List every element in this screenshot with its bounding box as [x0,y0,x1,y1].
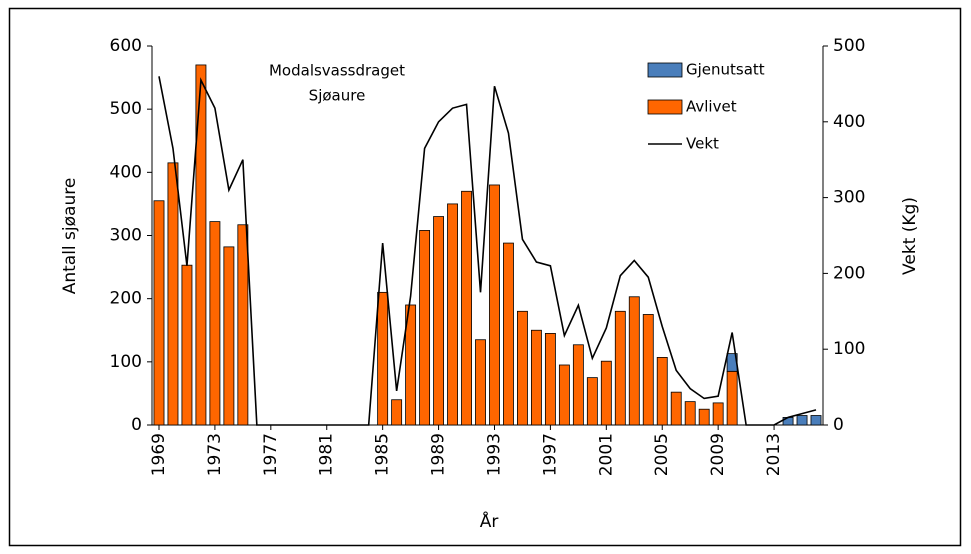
bar [503,242,514,426]
bar [181,264,193,426]
x-tick-label: 1981 [317,433,337,476]
x-tick-label: 1985 [373,433,393,476]
bar [517,310,528,426]
x-tick-label: 1997 [540,433,560,476]
bar [810,415,822,426]
y-tick-label: 200 [110,289,142,309]
bar [405,304,417,426]
y2-tick-label: 100 [833,339,865,359]
bar [461,190,472,426]
x-tick-label: 2009 [708,433,728,476]
y2-tick-label: 400 [833,112,865,132]
annotation: Modalsvassdraget [269,62,405,80]
bar [209,221,221,426]
y-tick-label: 500 [110,99,142,119]
bar [796,415,808,426]
y2-tick-label: 500 [833,36,865,56]
bar [419,230,431,426]
annotation: Sjøaure [309,87,366,105]
bar [530,329,542,426]
x-tick-label: 1993 [484,433,504,476]
legend-label: Gjenutsatt [686,61,765,79]
bar [237,224,249,426]
x-tick-label: 1969 [149,433,169,476]
x-tick-label: 1977 [261,433,281,476]
bar [628,296,640,426]
y-tick-label: 0 [131,415,142,435]
bar [712,402,724,426]
legend-label: Vekt [686,135,719,153]
bar [475,339,486,426]
y2-tick-label: 300 [833,188,865,208]
x-tick-label: 1973 [205,433,225,476]
legend-label: Avlivet [686,98,737,116]
bar [670,391,682,426]
bar [167,162,179,426]
y2-axis-title: Vekt (Kg) [900,197,920,275]
x-tick-label: 1989 [429,433,449,476]
bar [195,64,207,426]
bar [698,408,710,426]
legend-swatch [647,62,683,78]
bar [433,216,445,426]
y2-tick-label: 200 [833,263,865,283]
line [158,76,817,426]
bar [489,184,500,426]
bar [572,344,584,426]
y-tick-label: 100 [110,352,142,372]
y-tick-label: 600 [110,36,142,56]
y2-tick-label: 0 [833,415,844,435]
bar [586,377,598,426]
y-tick-label: 400 [110,162,142,182]
bar [684,401,696,426]
bar [600,360,612,426]
bar [447,203,458,426]
bar [726,370,738,426]
y-tick-label: 300 [110,226,142,246]
bar [614,310,626,426]
x-axis-title: År [480,510,499,532]
bar [558,364,570,426]
x-tick-label: 2001 [596,433,616,476]
bar [391,399,403,426]
x-tick-label: 2005 [652,433,672,476]
bar [223,246,235,426]
x-tick-label: 2013 [764,433,784,476]
bar [544,333,556,426]
y-axis-title: Antall sjøaure [60,178,80,295]
bar [642,314,654,426]
bar [153,200,165,426]
legend-swatch [647,99,683,115]
bar [656,357,668,426]
bar [377,291,389,426]
